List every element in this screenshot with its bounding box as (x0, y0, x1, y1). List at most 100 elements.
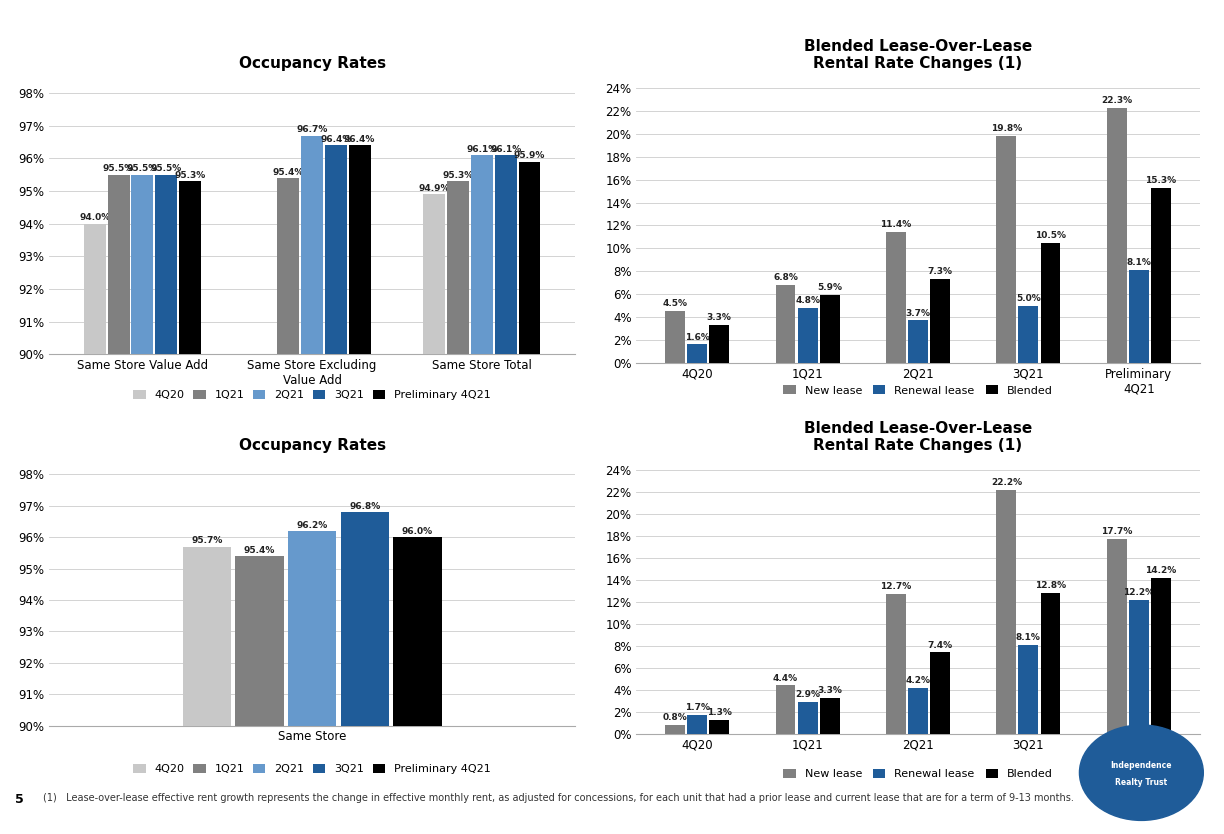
Text: 95.3%: 95.3% (443, 171, 474, 180)
Text: 95.7%: 95.7% (191, 536, 223, 545)
Text: Realty Trust: Realty Trust (1115, 778, 1168, 787)
Text: 7.4%: 7.4% (928, 641, 952, 650)
Text: 2.9%: 2.9% (796, 691, 820, 699)
Bar (447, 181, 469, 354)
Text: 95.5%: 95.5% (103, 164, 135, 173)
Title: Occupancy Rates: Occupancy Rates (239, 439, 386, 454)
Text: 15.3%: 15.3% (1146, 176, 1176, 185)
Bar (1040, 243, 1060, 363)
Bar (494, 155, 517, 354)
Bar (798, 702, 818, 734)
Text: 96.8%: 96.8% (349, 502, 381, 510)
Text: 4.8%: 4.8% (796, 296, 820, 305)
Text: 95.5%: 95.5% (127, 164, 158, 173)
Text: 4.2%: 4.2% (906, 676, 930, 685)
Bar (278, 178, 300, 354)
Bar (820, 295, 840, 363)
Bar (131, 175, 153, 354)
Bar (710, 720, 730, 734)
Text: 96.2%: 96.2% (296, 520, 328, 530)
Bar (687, 344, 707, 363)
Bar (179, 181, 201, 354)
Text: 11.4%: 11.4% (880, 220, 912, 229)
Circle shape (1080, 725, 1203, 821)
Text: 10.5%: 10.5% (1036, 231, 1066, 240)
Bar (1151, 578, 1171, 734)
Legend: New lease, Renewal lease, Blended: New lease, Renewal lease, Blended (778, 381, 1058, 400)
Text: 12.8%: 12.8% (1036, 581, 1066, 590)
Text: STAR - Real Estate Metrics: STAR - Real Estate Metrics (466, 422, 758, 441)
Text: 22.3%: 22.3% (1102, 96, 1132, 105)
Bar (687, 716, 707, 734)
Text: 19.8%: 19.8% (990, 124, 1022, 133)
Text: 4.5%: 4.5% (662, 299, 688, 309)
Bar (1018, 645, 1038, 734)
Text: 6.8%: 6.8% (774, 273, 798, 282)
Text: 94.0%: 94.0% (80, 214, 110, 223)
Text: 3.7%: 3.7% (906, 309, 930, 318)
Text: 95.4%: 95.4% (273, 168, 304, 177)
Bar (665, 725, 685, 734)
Text: 96.1%: 96.1% (490, 145, 521, 153)
Text: 12.7%: 12.7% (880, 582, 912, 591)
Text: Independence: Independence (1110, 761, 1173, 770)
Text: 3.3%: 3.3% (818, 686, 842, 695)
Text: 1.6%: 1.6% (684, 333, 710, 342)
Bar (471, 155, 493, 354)
Bar (820, 697, 840, 734)
Bar (1151, 188, 1171, 363)
Bar (996, 490, 1016, 734)
Bar (324, 145, 346, 354)
Bar (340, 512, 389, 726)
Bar (1129, 600, 1149, 734)
Bar (288, 531, 337, 726)
Text: 12.2%: 12.2% (1124, 588, 1154, 597)
Text: IRT - Real Estate Metrics: IRT - Real Estate Metrics (477, 34, 747, 53)
Bar (908, 320, 928, 363)
Text: 17.7%: 17.7% (1102, 527, 1132, 536)
Text: 95.5%: 95.5% (151, 164, 181, 173)
Bar (424, 194, 446, 354)
Text: 0.8%: 0.8% (662, 713, 688, 722)
Text: 96.1%: 96.1% (466, 145, 497, 153)
Text: 95.3%: 95.3% (174, 171, 206, 180)
Title: Blended Lease-Over-Lease
Rental Rate Changes (1): Blended Lease-Over-Lease Rental Rate Cha… (804, 421, 1032, 454)
Legend: 4Q20, 1Q21, 2Q21, 3Q21, Preliminary 4Q21: 4Q20, 1Q21, 2Q21, 3Q21, Preliminary 4Q21 (129, 385, 496, 404)
Bar (776, 686, 796, 734)
Text: (1)   Lease-over-lease effective rent growth represents the change in effective : (1) Lease-over-lease effective rent grow… (43, 793, 1073, 803)
Bar (930, 652, 950, 734)
Text: 95.9%: 95.9% (514, 152, 545, 160)
Text: 5.0%: 5.0% (1016, 294, 1040, 303)
Bar (665, 311, 685, 363)
Bar (798, 308, 818, 363)
Bar (1129, 270, 1149, 363)
Bar (155, 175, 177, 354)
Text: 96.7%: 96.7% (296, 125, 328, 134)
Bar (393, 537, 442, 726)
Text: 96.4%: 96.4% (344, 135, 376, 144)
Bar (519, 162, 540, 354)
Text: 8.1%: 8.1% (1016, 633, 1040, 642)
Bar (930, 279, 950, 363)
Bar (886, 594, 906, 734)
Text: 14.2%: 14.2% (1146, 565, 1176, 575)
Bar (1106, 108, 1126, 363)
Bar (908, 688, 928, 734)
Text: 96.0%: 96.0% (401, 527, 433, 536)
Text: 4.4%: 4.4% (774, 674, 798, 683)
Bar (1040, 593, 1060, 734)
Text: 7.3%: 7.3% (928, 268, 952, 276)
Text: 1.7%: 1.7% (684, 703, 710, 712)
Bar (710, 325, 730, 363)
Bar (235, 556, 284, 726)
Text: 22.2%: 22.2% (990, 478, 1022, 487)
Bar (108, 175, 130, 354)
Bar (996, 136, 1016, 363)
Bar (301, 136, 323, 354)
Text: 5.9%: 5.9% (818, 284, 842, 293)
Legend: 4Q20, 1Q21, 2Q21, 3Q21, Preliminary 4Q21: 4Q20, 1Q21, 2Q21, 3Q21, Preliminary 4Q21 (129, 760, 496, 779)
Bar (1106, 539, 1126, 734)
Text: 8.1%: 8.1% (1126, 259, 1152, 267)
Title: Occupancy Rates: Occupancy Rates (239, 57, 386, 72)
Bar (182, 546, 231, 726)
